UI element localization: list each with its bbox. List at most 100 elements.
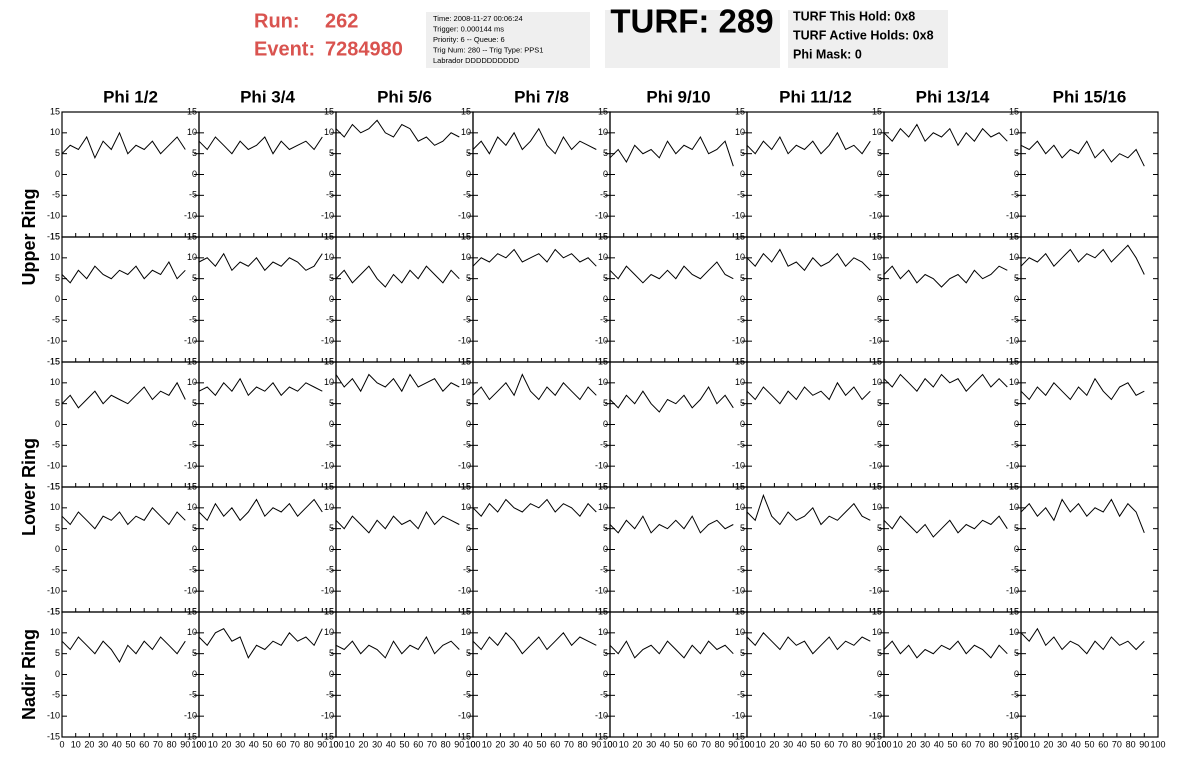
y-tick-label: -5 — [737, 190, 745, 200]
y-tick-label: 10 — [461, 377, 471, 387]
x-tick-label: 20 — [1043, 739, 1053, 749]
y-tick-label: 10 — [1009, 627, 1019, 637]
y-tick-label: 10 — [50, 502, 60, 512]
x-tick-label: 50 — [947, 739, 957, 749]
y-tick-label: 5 — [877, 148, 882, 158]
y-tick-label: -10 — [595, 336, 608, 346]
y-tick-label: 0 — [877, 544, 882, 554]
y-tick-label: -15 — [458, 481, 471, 491]
x-tick-label: 30 — [509, 739, 519, 749]
y-tick-label: 15 — [1009, 231, 1019, 241]
y-tick-label: 15 — [735, 356, 745, 366]
waveform — [198, 377, 323, 397]
info-line: Time: 2008-11-27 00:06:24 — [433, 14, 523, 23]
x-tick-label: 0 — [744, 739, 749, 749]
y-tick-label: 15 — [1009, 481, 1019, 491]
panel-frame — [1020, 486, 1159, 613]
y-tick-label: -10 — [869, 711, 882, 721]
y-tick-label: 10 — [324, 252, 334, 262]
y-tick-label: -10 — [1006, 211, 1019, 221]
y-tick-label: 5 — [603, 648, 608, 658]
panel-frame — [609, 486, 748, 613]
y-tick-label: -10 — [869, 586, 882, 596]
y-tick-label: 10 — [598, 377, 608, 387]
y-tick-label: -10 — [184, 711, 197, 721]
y-tick-label: 0 — [603, 419, 608, 429]
y-tick-label: 5 — [192, 273, 197, 283]
y-tick-label: 5 — [1014, 523, 1019, 533]
x-tick-label: 100 — [1150, 739, 1165, 749]
y-tick-label: 10 — [324, 127, 334, 137]
y-tick-label: -10 — [47, 586, 60, 596]
x-tick-label: 60 — [550, 739, 560, 749]
y-tick-label: -15 — [184, 356, 197, 366]
waveform — [1020, 140, 1145, 167]
y-tick-label: -15 — [458, 356, 471, 366]
waveform — [472, 373, 597, 401]
y-tick-label: 15 — [461, 231, 471, 241]
y-tick-label: 0 — [1014, 669, 1019, 679]
panel-frame — [746, 361, 885, 488]
y-tick-label: -15 — [595, 481, 608, 491]
y-tick-label: 5 — [55, 398, 60, 408]
y-tick-label: 0 — [466, 669, 471, 679]
column-title: Phi 15/16 — [1053, 87, 1127, 106]
x-tick-label: 0 — [196, 739, 201, 749]
waveform — [1020, 244, 1145, 275]
x-tick-label: 50 — [536, 739, 546, 749]
y-tick-label: 15 — [461, 356, 471, 366]
y-tick-label: -15 — [595, 231, 608, 241]
y-tick-label: -5 — [600, 190, 608, 200]
x-tick-label: 20 — [495, 739, 505, 749]
panel-frame — [335, 236, 474, 363]
y-tick-label: -10 — [869, 211, 882, 221]
panel-frame — [198, 111, 337, 238]
y-tick-label: 0 — [55, 419, 60, 429]
y-tick-label: 5 — [55, 148, 60, 158]
waveform — [883, 373, 1008, 392]
x-tick-label: 80 — [1126, 739, 1136, 749]
waveform — [609, 640, 734, 659]
y-tick-label: 5 — [1014, 273, 1019, 283]
x-tick-label: 100 — [602, 739, 617, 749]
panel-frame — [198, 361, 337, 488]
x-tick-label: 40 — [934, 739, 944, 749]
panel-frame — [883, 611, 1022, 738]
panel-frame — [746, 111, 885, 238]
panel-frame — [198, 486, 337, 613]
y-tick-label: -5 — [189, 440, 197, 450]
y-tick-label: 0 — [329, 544, 334, 554]
x-tick-label: 40 — [660, 739, 670, 749]
y-tick-label: -15 — [869, 356, 882, 366]
x-tick-label: 30 — [783, 739, 793, 749]
x-tick-label: 40 — [386, 739, 396, 749]
y-tick-label: 5 — [603, 398, 608, 408]
y-tick-label: 0 — [55, 294, 60, 304]
y-tick-label: 0 — [192, 419, 197, 429]
x-tick-label: 80 — [989, 739, 999, 749]
x-tick-label: 0 — [470, 739, 475, 749]
waveform — [746, 248, 871, 272]
y-tick-label: -5 — [737, 440, 745, 450]
y-tick-label: 0 — [877, 169, 882, 179]
y-tick-label: 10 — [598, 252, 608, 262]
x-tick-label: 100 — [1013, 739, 1028, 749]
y-tick-label: 0 — [603, 544, 608, 554]
y-tick-label: -15 — [321, 606, 334, 616]
y-tick-label: 15 — [187, 606, 197, 616]
turf-number: TURF: 289 — [610, 3, 773, 40]
x-tick-label: 10 — [345, 739, 355, 749]
y-tick-label: -10 — [47, 711, 60, 721]
y-tick-label: 0 — [877, 294, 882, 304]
y-tick-label: 15 — [1009, 356, 1019, 366]
x-tick-label: 30 — [98, 739, 108, 749]
y-tick-label: 10 — [187, 502, 197, 512]
y-tick-label: -15 — [1006, 231, 1019, 241]
y-tick-label: -15 — [595, 606, 608, 616]
y-tick-label: -10 — [1006, 711, 1019, 721]
y-tick-label: 10 — [735, 377, 745, 387]
y-tick-label: 15 — [461, 481, 471, 491]
waveform — [198, 136, 323, 155]
x-tick-label: 10 — [482, 739, 492, 749]
